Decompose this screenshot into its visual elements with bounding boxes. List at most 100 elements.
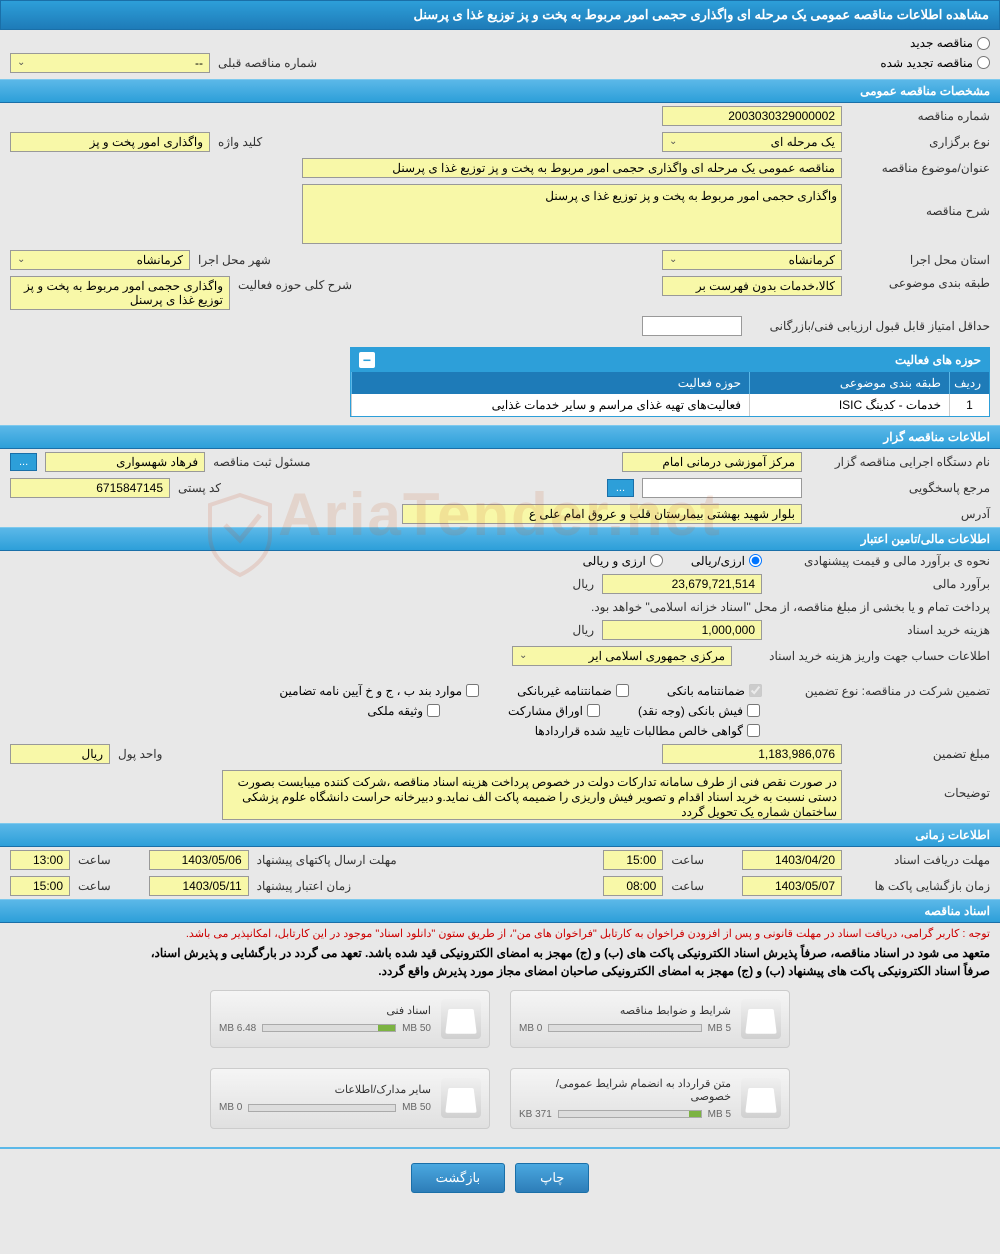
time-label-1: ساعت	[671, 853, 704, 867]
validity-date: 1403/05/11	[149, 876, 249, 896]
radio-foreign[interactable]: ارزی و ریالی	[583, 554, 663, 568]
chk-bank[interactable]: ضمانتنامه بانکی	[667, 684, 762, 698]
prev-number-label: شماره مناقصه قبلی	[218, 56, 317, 70]
cell-category: خدمات - کدینگ ISIC	[749, 394, 949, 416]
guarantee-label: تضمین شرکت در مناقصه: نوع تضمین	[770, 684, 990, 698]
desc-field: واگذاری حجمی امور مربوط به پخت و پز توزی…	[302, 184, 842, 244]
postal-field: 6715847145	[10, 478, 170, 498]
subject-label: عنوان/موضوع مناقصه	[850, 161, 990, 175]
section-timing: اطلاعات زمانی	[0, 823, 1000, 847]
city-dropdown[interactable]: کرمانشاه⌄	[10, 250, 190, 270]
time-label-4: ساعت	[78, 879, 111, 893]
file4-title: سایر مدارک/اطلاعات	[219, 1083, 431, 1096]
page-title: مشاهده اطلاعات مناقصه عمومی یک مرحله ای …	[0, 0, 1000, 30]
category-field: کالا،خدمات بدون فهرست بر	[662, 276, 842, 296]
chk-bonds[interactable]: اوراق مشارکت	[508, 704, 600, 718]
notice-bold-1: متعهد می شود در اسناد مناقصه، صرفاً پذیر…	[0, 944, 1000, 962]
payment-note: پرداخت تمام و یا بخشی از مبلغ مناقصه، از…	[591, 600, 990, 614]
responsible-label: مسئول ثبت مناقصه	[213, 455, 310, 469]
notes-label: توضیحات	[850, 770, 990, 800]
send-date: 1403/05/06	[149, 850, 249, 870]
file-box-1[interactable]: شرایط و ضوابط مناقصه 5 MB0 MB	[510, 990, 790, 1048]
file-box-4[interactable]: سایر مدارک/اطلاعات 50 MB0 MB	[210, 1068, 490, 1129]
file-box-3[interactable]: متن قرارداد به انضمام شرایط عمومی/خصوصی …	[510, 1068, 790, 1129]
unit-field: ریال	[10, 744, 110, 764]
estimate-type-label: نحوه ی برآورد مالی و قیمت پیشنهادی	[770, 554, 990, 568]
doc-cost-label: هزینه خرید اسناد	[770, 623, 990, 637]
send-label: مهلت ارسال پاکتهای پیشنهاد	[257, 853, 397, 867]
contact-field[interactable]	[642, 478, 802, 498]
section-financial: اطلاعات مالی/تامین اعتبار	[0, 527, 1000, 551]
province-label: استان محل اجرا	[850, 253, 990, 267]
section-general: مشخصات مناقصه عمومی	[0, 79, 1000, 103]
section-organizer: اطلاعات مناقصه گزار	[0, 425, 1000, 449]
postal-label: کد پستی	[178, 481, 221, 495]
keyword-field: واگذاری امور پخت و پز	[10, 132, 210, 152]
receive-time: 15:00	[603, 850, 663, 870]
contact-more-button[interactable]: ...	[607, 479, 634, 497]
chk-receivables[interactable]: گواهی خالص مطالبات تایید شده قراردادها	[535, 724, 760, 738]
file3-title: متن قرارداد به انضمام شرایط عمومی/خصوصی	[519, 1077, 731, 1103]
open-date: 1403/05/07	[742, 876, 842, 896]
unit-label: واحد پول	[118, 747, 162, 761]
province-dropdown[interactable]: کرمانشاه⌄	[662, 250, 842, 270]
file1-title: شرایط و ضوابط مناقصه	[519, 1004, 731, 1017]
rial-label: ریال	[572, 577, 594, 591]
keyword-label: کلید واژه	[218, 135, 262, 149]
radio-rial[interactable]: ارزی/ریالی	[691, 554, 762, 568]
col-row: ردیف	[949, 372, 989, 394]
activity-table-title: حوزه های فعالیت	[895, 353, 981, 367]
tender-no-field: 2003030329000002	[662, 106, 842, 126]
print-button[interactable]: چاپ	[515, 1163, 589, 1193]
chk-items[interactable]: موارد بند ب ، ج و خ آیین نامه تضامین	[279, 684, 479, 698]
chk-property[interactable]: وثیقه ملکی	[367, 704, 440, 718]
account-label: اطلاعات حساب جهت واریز هزینه خرید اسناد	[740, 649, 990, 663]
folder-icon	[441, 1078, 481, 1118]
category-label: طبقه بندی موضوعی	[850, 276, 990, 290]
chk-nonbank[interactable]: ضمانتنامه غیربانکی	[517, 684, 629, 698]
chevron-down-icon: ⌄	[669, 136, 677, 147]
account-dropdown[interactable]: مرکزی جمهوری اسلامی ایر⌄	[512, 646, 732, 666]
file-box-2[interactable]: اسناد فنی 50 MB6.48 MB	[210, 990, 490, 1048]
prev-number-dropdown[interactable]: --⌄	[10, 53, 210, 73]
activity-scope-label: شرح کلی حوزه فعالیت	[238, 276, 352, 292]
send-time: 13:00	[10, 850, 70, 870]
min-score-field[interactable]	[642, 316, 742, 336]
guarantee-amount-label: مبلغ تضمین	[850, 747, 990, 761]
col-category: طبقه بندی موضوعی	[749, 372, 949, 394]
cell-row-no: 1	[949, 394, 989, 416]
validity-label: زمان اعتبار پیشنهاد	[257, 879, 351, 893]
activity-scope-field: واگذاری حجمی امور مربوط به پخت و پز توزی…	[10, 276, 230, 310]
org-name-label: نام دستگاه اجرایی مناقصه گزار	[810, 455, 990, 469]
minimize-icon[interactable]: −	[359, 352, 375, 368]
file2-title: اسناد فنی	[219, 1004, 431, 1017]
rial-label-2: ریال	[572, 623, 594, 637]
radio-new-tender[interactable]: مناقصه جدید	[910, 36, 990, 50]
validity-time: 15:00	[10, 876, 70, 896]
address-field: بلوار شهید بهشتی بیمارستان قلب و عروق ام…	[402, 504, 802, 524]
section-documents: اسناد مناقصه	[0, 899, 1000, 923]
estimate-field: 23,679,721,514	[602, 574, 762, 594]
open-label: زمان بازگشایی پاکت ها	[850, 879, 990, 893]
chevron-down-icon: ⌄	[17, 57, 25, 68]
notice-red: توجه : کاربر گرامی، دریافت اسناد در مهلت…	[0, 923, 1000, 944]
folder-icon	[741, 1078, 781, 1118]
radio-renewed-tender[interactable]: مناقصه تجدید شده	[880, 56, 990, 70]
subject-field: مناقصه عمومی یک مرحله ای واگذاری حجمی ام…	[302, 158, 842, 178]
guarantee-amount-field: 1,183,986,076	[662, 744, 842, 764]
cell-scope: فعالیت‌های تهیه غذای مراسم و سایر خدمات …	[351, 394, 749, 416]
col-scope: حوزه فعالیت	[351, 372, 749, 394]
notice-bold-2: صرفاً اسناد الکترونیکی پاکت های پیشنهاد …	[0, 962, 1000, 980]
activity-table: حوزه های فعالیت − ردیف طبقه بندی موضوعی …	[350, 347, 990, 417]
chevron-down-icon: ⌄	[669, 254, 677, 265]
time-label-3: ساعت	[671, 879, 704, 893]
chevron-down-icon: ⌄	[17, 254, 25, 265]
type-dropdown[interactable]: یک مرحله ای⌄	[662, 132, 842, 152]
estimate-label: برآورد مالی	[770, 577, 990, 591]
tender-no-label: شماره مناقصه	[850, 109, 990, 123]
more-button[interactable]: ...	[10, 453, 37, 471]
chk-cash[interactable]: فیش بانکی (وجه نقد)	[638, 704, 760, 718]
back-button[interactable]: بازگشت	[411, 1163, 505, 1193]
receive-label: مهلت دریافت اسناد	[850, 853, 990, 867]
table-row: 1 خدمات - کدینگ ISIC فعالیت‌های تهیه غذا…	[351, 394, 989, 416]
